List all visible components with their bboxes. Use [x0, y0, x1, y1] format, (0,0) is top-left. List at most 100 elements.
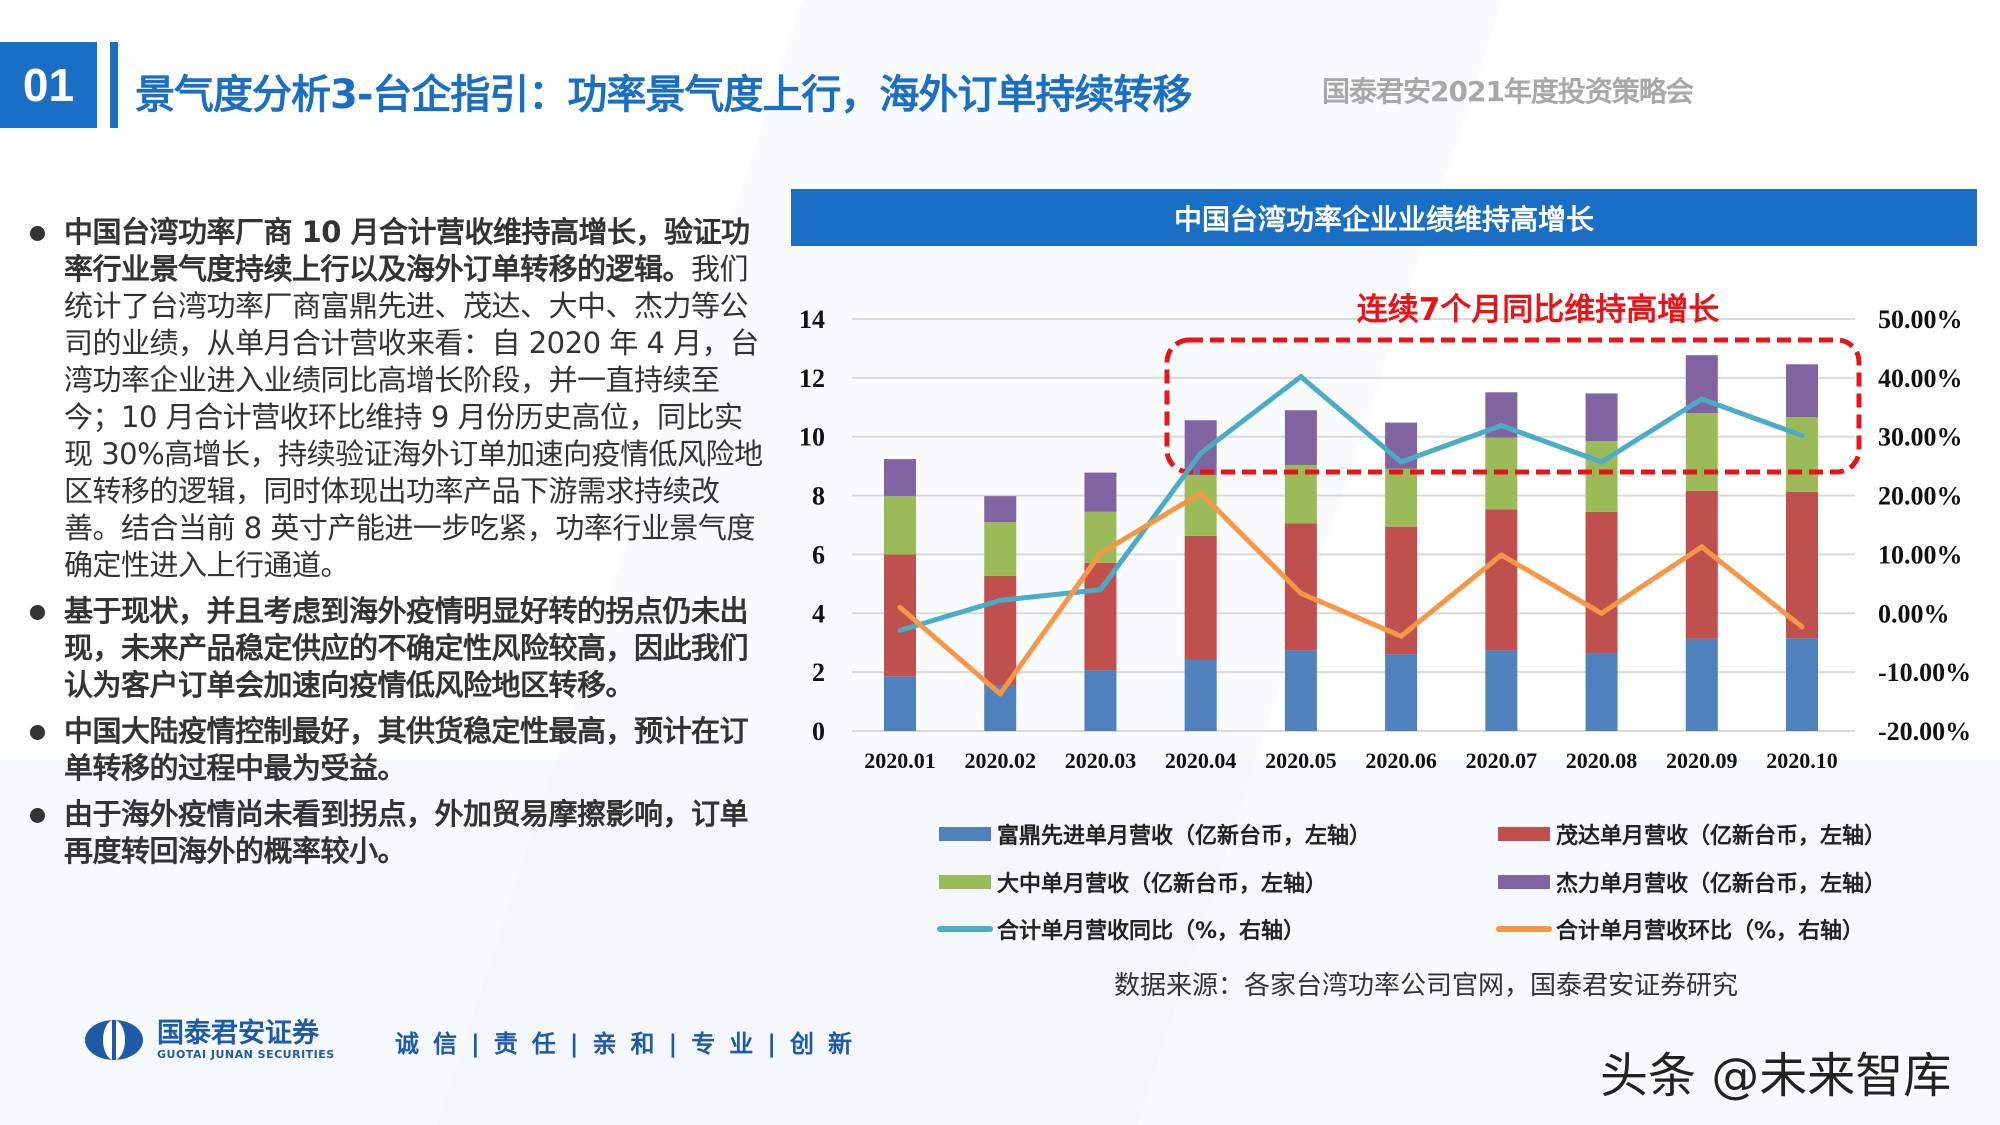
line-point: [1699, 544, 1705, 550]
y-left-tick-label: 6: [812, 540, 825, 569]
legend-item: 杰力单月营收（亿新台币，左轴）: [1498, 866, 1886, 898]
y-left-tick-label: 10: [799, 423, 825, 452]
bar-segment: [1284, 650, 1317, 731]
line-point: [1198, 450, 1204, 456]
bar-segment: [1585, 393, 1618, 442]
bar-segment: [1284, 464, 1317, 524]
logo-icon: [85, 1020, 143, 1060]
bar-segment: [1184, 535, 1217, 660]
legend-label: 杰力单月营收（亿新台币，左轴）: [1556, 872, 1887, 897]
x-tick-label: 2020.05: [1265, 748, 1337, 773]
bullet-item: 基于现状，并且考虑到海外疫情明显好转的拐点仍未出现，未来产品稳定供应的不确定性风…: [28, 593, 768, 704]
bar-segment: [1084, 562, 1117, 671]
watermark: 头条 @未来智库: [1600, 1048, 1952, 1104]
bar-segment: [1084, 670, 1117, 731]
bar-segment: [1284, 410, 1317, 465]
bullet-item: 由于海外疫情尚未看到拐点，外加贸易摩擦影响，订单再度转回海外的概率较小。: [28, 796, 768, 870]
legend-label: 茂达单月营收（亿新台币，左轴）: [1556, 824, 1887, 849]
bar-segment: [1685, 490, 1718, 639]
bar-segment: [1585, 511, 1618, 654]
background-shape: [0, 760, 2000, 1125]
logo-english: GUOTAI JUNAN SECURITIES: [157, 1047, 335, 1061]
y-right-tick-label: 0.00%: [1878, 599, 1950, 628]
chart-title: 中国台湾功率企业业绩维持高增长: [791, 189, 1977, 246]
legend-label: 富鼎先进单月营收（亿新台币，左轴）: [997, 824, 1372, 849]
y-left-tick-label: 8: [812, 482, 825, 511]
bullet-item: 中国大陆疫情控制最好，其供货稳定性最高，预计在订单转移的过程中最为受益。: [28, 713, 768, 787]
legend-swatch: [1498, 827, 1550, 841]
bar-segment: [884, 459, 916, 497]
line-point: [1599, 459, 1605, 465]
legend-item: 富鼎先进单月营收（亿新台币，左轴）: [939, 818, 1371, 850]
legend-item: 大中单月营收（亿新台币，左轴）: [939, 866, 1327, 898]
bar-segment: [1685, 638, 1718, 731]
bar-segment: [1685, 413, 1718, 491]
x-tick-label: 2020.08: [1566, 748, 1638, 773]
series-line: [898, 490, 1804, 697]
y-left-tick-label: 14: [799, 305, 825, 334]
bullet-text: 我们统计了台湾功率厂商富鼎先进、茂达、大中、杰力等公司的业绩，从单月合计营收来看…: [64, 252, 763, 582]
bar-segment: [1385, 654, 1418, 731]
chart-annotation: 连续7个月同比维持高增长: [1357, 292, 1720, 328]
x-tick-label: 2020.07: [1466, 748, 1538, 773]
section-number: 01: [0, 42, 97, 128]
bar-segment: [1786, 638, 1818, 731]
x-tick-label: 2020.10: [1766, 748, 1838, 773]
line-point: [1498, 423, 1504, 429]
bar-segment: [984, 575, 1017, 686]
x-tick-label: 2020.02: [964, 748, 1036, 773]
y-left-tick-label: 0: [812, 717, 825, 746]
bullet-item: 中国台湾功率厂商 10 月合计营收维持高增长，验证功率行业景气度持续上行以及海外…: [28, 214, 768, 584]
legend-line: [937, 926, 993, 932]
bar-segment: [1786, 364, 1818, 417]
y-right-tick-label: 20.00%: [1878, 482, 1963, 511]
legend-item: 合计单月营收环比（%，右轴）: [1496, 913, 1864, 945]
line-point: [1097, 550, 1103, 556]
line-point: [1498, 552, 1504, 558]
legend-swatch: [939, 875, 991, 889]
line-point: [1198, 490, 1204, 496]
bar-segment: [1184, 659, 1217, 731]
company-logo: 国泰君安证券 GUOTAI JUNAN SECURITIES: [83, 1018, 335, 1062]
y-right-tick-label: -10.00%: [1878, 658, 1971, 687]
bullet-list: 中国台湾功率厂商 10 月合计营收维持高增长，验证功率行业景气度持续上行以及海外…: [28, 214, 768, 879]
legend-label: 合计单月营收环比（%，右轴）: [1556, 919, 1865, 944]
bullet-bold: 基于现状，并且考虑到海外疫情明显好转的拐点仍未出现，未来产品稳定供应的不确定性风…: [64, 594, 749, 702]
slogan: 诚信|责任|亲和|专业|创新: [395, 1030, 867, 1058]
logo-name: 国泰君安证券: [157, 1017, 319, 1049]
y-left-tick-label: 12: [799, 364, 825, 393]
line-point: [1298, 590, 1304, 596]
line-point: [897, 627, 903, 633]
line-point: [1799, 433, 1805, 439]
line-point: [897, 604, 903, 610]
bullet-bold: 中国大陆疫情控制最好，其供货稳定性最高，预计在订单转移的过程中最为受益。: [64, 714, 749, 785]
bar-segment: [984, 522, 1017, 576]
y-right-tick-label: 50.00%: [1878, 305, 1963, 334]
y-left-tick-label: 2: [812, 658, 825, 687]
bar-segment: [1385, 468, 1418, 527]
legend-item: 茂达单月营收（亿新台币，左轴）: [1498, 818, 1886, 850]
line-point: [1398, 459, 1404, 465]
highlight-box: [1164, 337, 1862, 475]
page-title: 景气度分析3-台企指引：功率景气度上行，海外订单持续转移: [135, 72, 1192, 118]
bullet-bold: 中国台湾功率厂商 10 月合计营收维持高增长，验证功率行业景气度持续上行以及海外…: [64, 215, 750, 286]
bar-segment: [1786, 491, 1818, 639]
line-point: [997, 597, 1003, 603]
bar-segment: [1786, 416, 1818, 492]
bar-segment: [1284, 523, 1317, 651]
bar-segment: [984, 496, 1017, 523]
bar-segment: [1485, 509, 1518, 651]
event-name: 国泰君安2021年度投资策略会: [1322, 75, 1694, 108]
bar-segment: [884, 496, 916, 555]
legend-swatch: [1498, 875, 1550, 889]
legend-label: 合计单月营收同比（%，右轴）: [997, 919, 1306, 944]
y-right-tick-label: -20.00%: [1878, 717, 1971, 746]
series-line: [899, 374, 1803, 633]
line-point: [997, 691, 1003, 697]
revenue-chart: 0 2 4 6 8 10 12 14 -20.00% -10.00% 0.00% 10.00% 20.0…: [799, 292, 1971, 773]
line-point: [1699, 396, 1705, 402]
y-left-tick-label: 4: [812, 599, 825, 628]
legend-item: 合计单月营收同比（%，右轴）: [937, 913, 1305, 945]
legend-line: [1496, 926, 1552, 932]
x-tick-label: 2020.01: [864, 748, 936, 773]
